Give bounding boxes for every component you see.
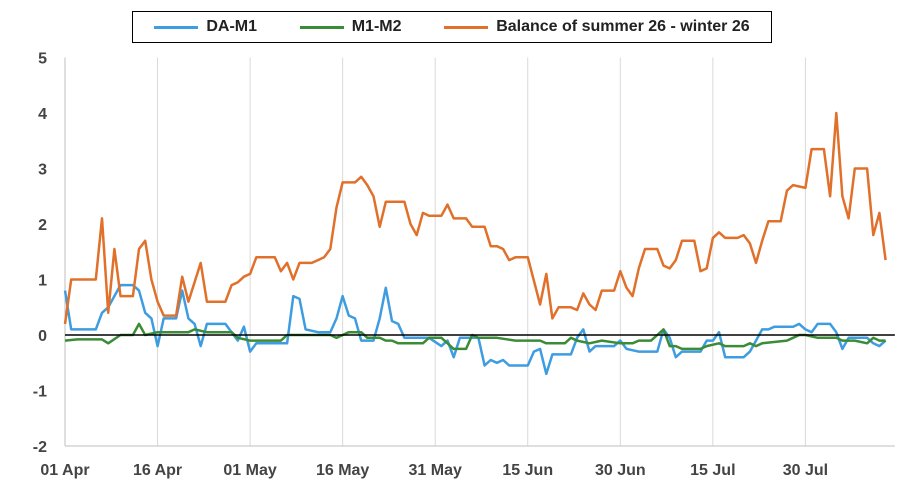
y-tick-label: 1 [38, 273, 47, 290]
x-tick-label: 01 Apr [40, 462, 89, 479]
series-line-balance [63, 111, 887, 325]
x-tick-label: 15 Jul [690, 462, 735, 479]
legend-item-da-m1: DA-M1 [154, 18, 257, 36]
x-tick-label: 01 May [223, 462, 276, 479]
x-tick-label: 15 Jun [502, 462, 553, 479]
legend-item-m1-m2: M1-M2 [299, 18, 402, 36]
x-tick-label: 30 Jun [595, 462, 646, 479]
series-line-da-m1 [63, 283, 887, 376]
legend-label-da-m1: DA-M1 [206, 18, 258, 35]
y-tick-label: 0 [38, 328, 47, 345]
x-tick-label: 30 Jul [783, 462, 828, 479]
legend-label-m1-m2: M1-M2 [351, 18, 402, 35]
y-tick-label: -2 [33, 439, 47, 456]
y-tick-label: -1 [33, 384, 47, 401]
series-line-m1-m2 [64, 322, 886, 351]
x-tick-label: 16 Apr [133, 462, 182, 479]
legend-swatch-m1-m2 [299, 25, 344, 29]
legend-swatch-da-m1 [154, 25, 199, 29]
y-tick-label: 3 [38, 162, 47, 179]
legend-label-balance: Balance of summer 26 - winter 26 [496, 18, 750, 35]
x-tick-label: 16 May [316, 462, 369, 479]
legend: DA-M1 M1-M2 Balance of summer 26 - winte… [132, 11, 772, 43]
y-tick-label: 2 [38, 217, 47, 234]
y-tick-label: 4 [38, 106, 47, 123]
x-tick-label: 31 May [409, 462, 462, 479]
y-tick-label: 5 [38, 51, 47, 68]
legend-item-balance: Balance of summer 26 - winter 26 [444, 18, 750, 36]
legend-swatch-balance [444, 25, 489, 29]
